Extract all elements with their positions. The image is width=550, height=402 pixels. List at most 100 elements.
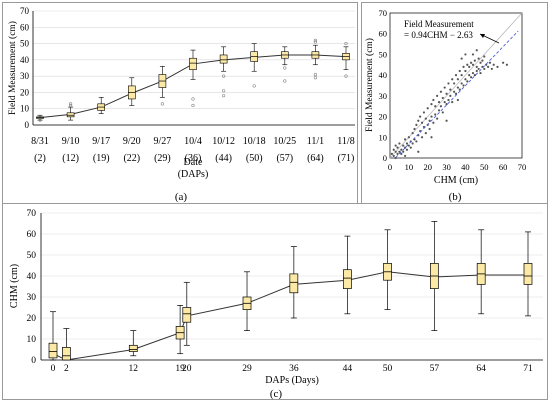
data-point-b [432,121,435,124]
box-a [66,112,75,118]
chart-b-svg: 0 10 20 30 40 50 60 70 0 10 20 30 40 50 60 70 Field Meas… [364,8,526,203]
x-tick-label-c: 36 [289,364,299,374]
data-point-b [439,90,443,93]
x-tick-label-a: 10/18 [243,136,266,147]
y-axis-title-c: CHM (cm) [9,264,20,308]
outlier-a [68,103,73,108]
y-tick-label-c: 20 [27,314,37,324]
x-tick-label-c: 50 [383,364,393,374]
data-point-b [458,69,461,73]
data-point-b [460,82,463,85]
data-point-b [505,63,509,66]
data-point-b [451,100,454,104]
y-tick-label-a: 10 [20,104,30,114]
box-c [128,344,138,352]
x-axis-title-b: CHM (cm) [434,175,478,186]
annotation-line1-b: Field Measurement [404,19,474,29]
x-tick-dap-a: (50) [246,153,263,164]
x-tick-label-b: 20 [423,162,432,172]
outlier-a [313,38,318,42]
data-point-b [403,138,407,141]
y-tick-label-a: 30 [20,71,30,81]
x-tick-label-c: 29 [242,364,252,374]
outlier-a [191,103,195,108]
data-point-b [464,53,467,56]
data-point-b [496,65,499,68]
x-tick-label-a: 11/​8 [337,136,354,147]
data-point-b [471,63,475,66]
data-point-b [426,107,429,110]
data-point-b [415,123,418,126]
y-tick-label-b: 50 [379,49,388,59]
data-point-b [443,86,446,89]
y-tick-label-b: 30 [379,91,388,101]
outlier-a [283,66,287,70]
data-point-b [428,127,431,131]
data-point-b [411,142,414,145]
y-tick-label-c: 0 [31,356,36,366]
y-tick-label-c: 30 [27,293,37,303]
data-point-b [477,67,480,71]
data-point-b [473,59,476,62]
y-tick-label-c: 10 [27,335,37,345]
data-point-b [420,121,424,124]
annotation-arrowhead-b [480,34,485,38]
data-point-b [445,92,448,95]
outlier-a [283,79,287,83]
data-point-b [405,142,409,145]
x-tick-label-c: 2 [64,364,69,374]
data-point-b [473,74,476,77]
data-point-b [441,96,444,100]
mean-line-c [52,271,528,361]
data-point-b [402,150,405,153]
box-a [219,54,228,64]
x-tick-label-c: 12 [129,364,139,374]
data-point-b [475,65,478,68]
outlier-a [344,74,348,78]
data-point-b [417,119,420,122]
x-tick-dap-a: (64) [307,153,324,164]
y-tick-label-b: 70 [379,8,388,18]
fit-line-b [395,30,519,158]
y-tick-label-b: 40 [379,70,388,80]
data-point-b [479,71,482,75]
data-point-b [486,65,490,68]
data-point-b [445,119,448,122]
x-tick-label-a: 10/4 [184,136,202,147]
data-point-b [420,136,424,139]
data-point-b [466,63,469,66]
x-tick-label-c: 0 [51,364,56,374]
data-point-b [415,140,418,143]
data-point-b [392,154,395,158]
x-axis-subtitle-a: (DAPs) [178,169,209,180]
data-point-b [477,57,480,60]
data-point-b [398,150,401,153]
outlier-a [313,40,318,44]
y-tick-label-c: 50 [27,251,37,261]
data-point-b [456,98,459,102]
x-tick-dap-a: (19) [93,153,110,164]
data-point-b [449,94,452,97]
data-point-b [441,111,444,114]
x-tick-dap-a: (12) [62,153,79,164]
data-point-b [432,98,435,102]
x-tick-label-b: 10 [405,162,414,172]
data-point-b [417,150,420,153]
x-tick-label-a: 10/12 [212,136,235,147]
data-point-b [479,61,482,64]
x-tick-label-a: 10/25 [273,136,296,147]
box-c [343,269,352,289]
x-tick-dap-a: (57) [276,153,293,164]
panel-label-b: (b) [449,191,462,203]
outlier-a [222,74,226,78]
data-point-b [405,148,409,151]
data-point-b [492,63,495,66]
x-tick-label-c: 44 [343,364,353,374]
outlier-a [68,102,73,106]
y-axis-title-b: Field Measurement (cm) [364,38,375,132]
data-point-b [394,144,397,147]
data-point-b [462,65,465,68]
data-point-b [392,148,395,151]
x-tick-label-a: 9/17 [92,136,110,147]
